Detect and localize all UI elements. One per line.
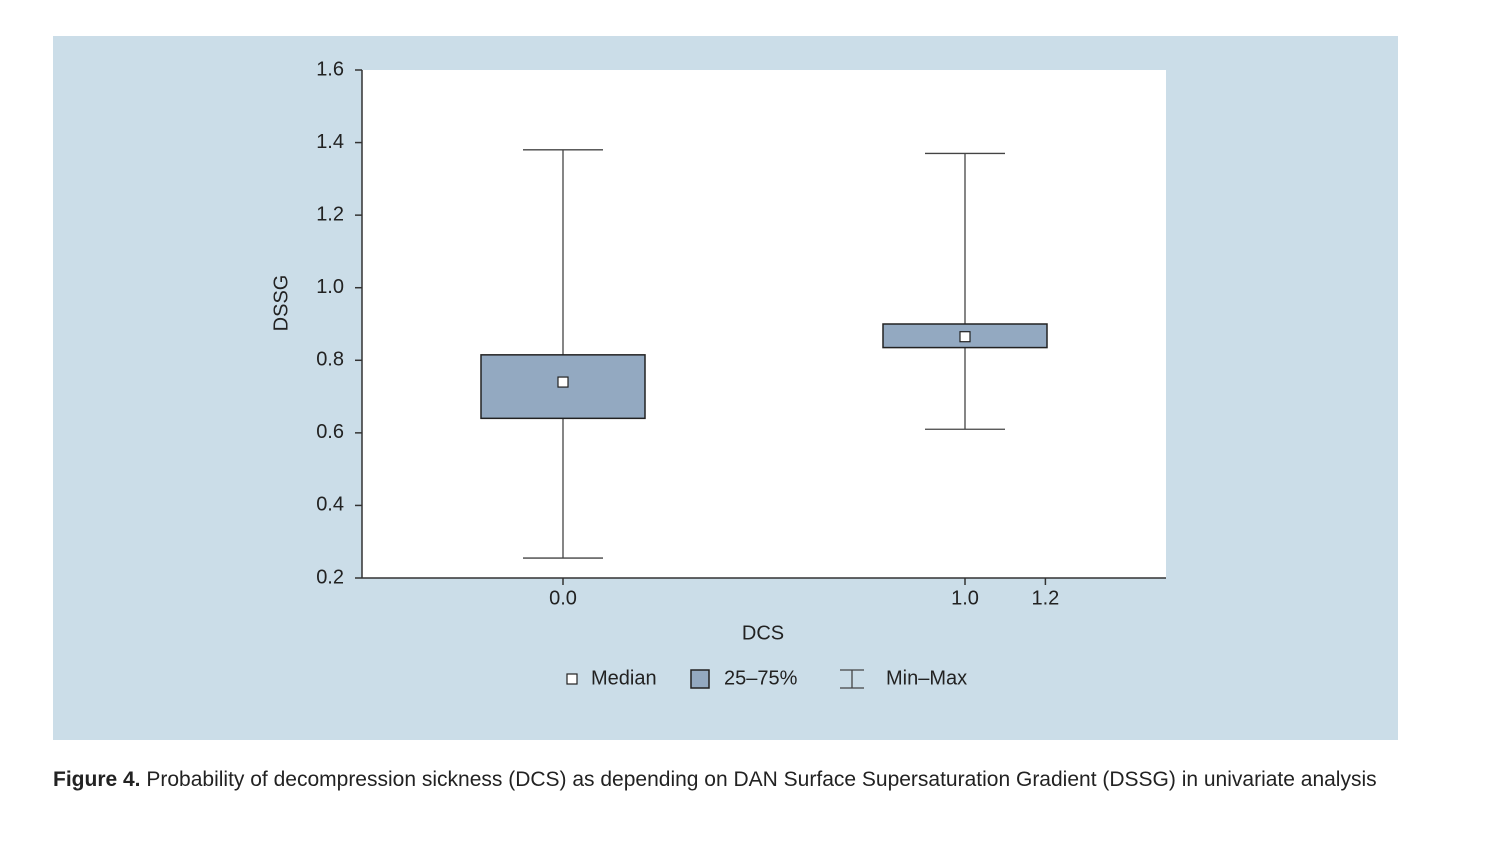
caption-text: Probability of decompression sickness (D… (146, 768, 1377, 791)
y-tick-label: 0.8 (316, 349, 344, 371)
x-tick-label: 1.0 (951, 587, 979, 609)
legend-label: Min–Max (886, 667, 967, 689)
chart: DSSG DCS 0.2 0.4 0.6 0.8 1.0 1.2 1.4 1.6 0.0 1.0 1… (53, 36, 1398, 740)
y-tick-label: 1.4 (316, 131, 344, 153)
y-tick-label: 1.2 (316, 203, 344, 225)
y-tick-label: 0.4 (316, 494, 344, 516)
legend-box-key (690, 669, 710, 689)
y-tick-label: 1.6 (316, 58, 344, 80)
y-tick-label: 0.2 (316, 566, 344, 588)
median (557, 376, 569, 388)
caption: Figure 4. Probability of decompression s… (53, 764, 1413, 795)
y-tick-label: 1.0 (316, 276, 344, 298)
legend-median-key (566, 673, 578, 685)
legend-label: Median (591, 667, 657, 689)
legend-label: 25–75% (724, 667, 798, 689)
x-axis-label: DCS (742, 622, 784, 644)
y-axis-label: DSSG (270, 275, 292, 332)
y-tick-label: 0.6 (316, 421, 344, 443)
x-tick-label: 0.0 (549, 587, 577, 609)
caption-label: Figure 4. (53, 768, 141, 791)
x-tick-label: 1.2 (1031, 587, 1059, 609)
median (959, 331, 971, 343)
